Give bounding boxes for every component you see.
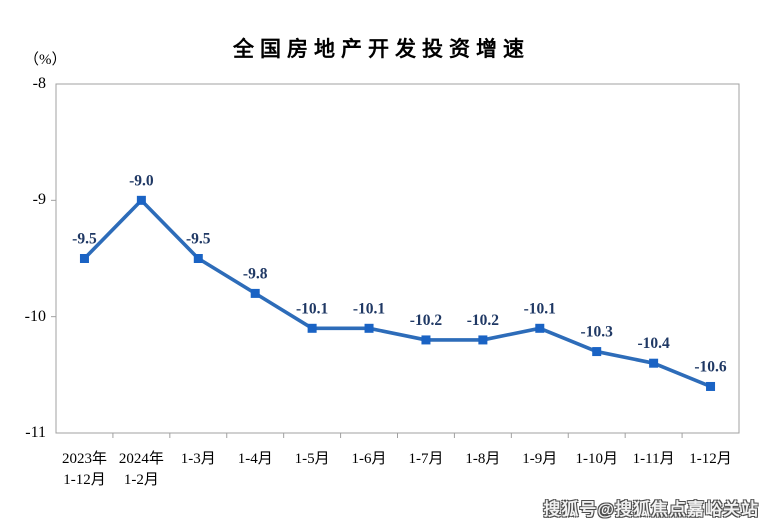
y-tick-label: -11 [25,424,46,441]
x-tick-label-line: 1-3月 [180,451,216,467]
x-tick-label-line: 1-9月 [522,451,558,467]
x-tick-label-line: 1-8月 [465,451,501,467]
x-tick-label-line: 1-5月 [294,451,330,467]
x-tick-label: 1-4月 [215,449,295,470]
x-tick-label: 1-3月 [158,449,238,470]
x-tick-label: 1-10月 [557,449,637,470]
data-point [592,347,602,357]
x-tick-label-line: 1-12月 [689,451,732,467]
chart-title: 全国房地产开发投资增速 [233,37,530,61]
data-point [535,323,545,333]
y-tick-label: -8 [32,75,46,92]
data-point [706,381,716,391]
y-axis-unit-label: （%） [24,52,67,68]
x-tick-label-line: 1-10月 [575,451,618,467]
x-tick-label: 1-5月 [272,449,352,470]
data-point-label: -10.4 [637,335,670,352]
data-point [307,323,317,333]
data-point-label: -10.1 [353,300,385,317]
x-tick-label: 1-8月 [443,449,523,470]
y-tick-label: -9 [32,191,46,209]
data-point-label: -10.1 [296,300,328,317]
x-tick-label-line: 1-12月 [63,472,106,488]
x-tick-label: 2024年 1-2月 [101,449,181,491]
data-line [82,198,713,389]
data-point-label: -9.5 [186,231,211,248]
data-point [250,288,260,298]
data-point-label: -10.6 [694,358,727,375]
x-tick-label: 1-6月 [329,449,409,470]
y-tick-label: -10 [24,307,46,325]
x-tick-label-line: 2024年 [118,451,164,467]
data-point-label: -9.0 [129,172,154,189]
watermark: 搜狐号@搜狐焦点嘉峪关站 [543,500,759,519]
x-tick-label: 2023年 1-12月 [44,449,124,491]
data-point-label: -9.5 [72,231,97,248]
data-point-label: -10.2 [467,312,500,329]
data-point-label: -10.3 [581,324,614,341]
data-point [649,358,659,368]
data-point [79,254,89,263]
x-tick-label: 1-9月 [500,449,580,470]
x-tick-label-line: 1-7月 [408,451,444,467]
x-tick-label: 1-12月 [671,449,751,470]
x-tick-label-line: 1-6月 [351,451,387,467]
data-point [193,254,203,263]
x-tick-label: 1-11月 [614,449,694,470]
data-point [421,335,431,345]
data-point-label: -10.2 [410,312,443,329]
x-tick-label-line: 1-2月 [123,472,159,488]
data-point [136,195,146,205]
data-point [478,335,488,345]
data-point [364,323,374,333]
x-tick-label-line: 2023年 [61,451,107,467]
plot-frame [55,83,740,434]
data-point-label: -10.1 [524,300,556,317]
x-tick-label: 1-7月 [386,449,466,470]
x-tick-label-line: 1-11月 [632,451,675,467]
data-point-label: -9.8 [243,265,268,282]
x-tick-label-line: 1-4月 [237,451,273,467]
